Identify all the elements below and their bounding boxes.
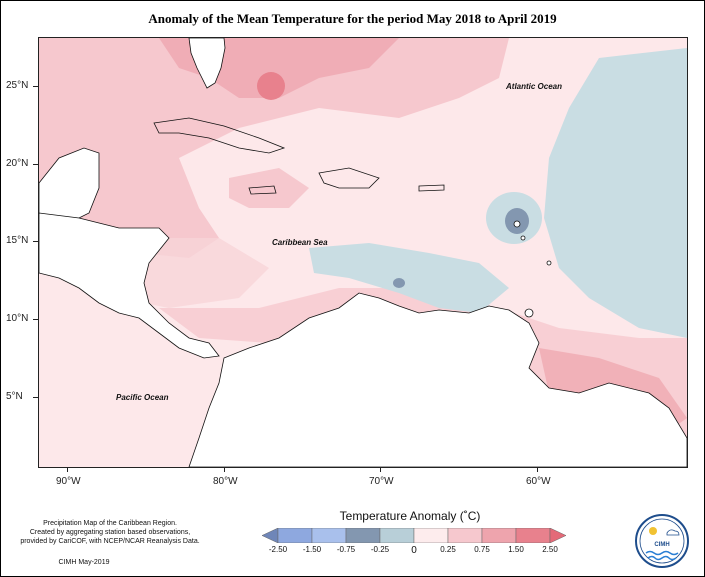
anomaly-north-pink: [39, 38, 509, 238]
legend-tick: -0.75: [336, 545, 356, 554]
land-cuba: [153, 117, 286, 154]
legend-title: Temperature Anomaly (˚C): [339, 509, 481, 523]
x-tick-label: 80°W: [213, 476, 238, 487]
anomaly-map: [39, 38, 687, 467]
x-tickmark-60: [537, 467, 538, 472]
y-tickmark-25: [33, 86, 38, 87]
land-florida: [188, 38, 226, 89]
legend-swatch-9: [549, 528, 566, 543]
y-tickmark-5: [33, 397, 38, 398]
anomaly-caribbean-blue: [309, 243, 509, 313]
legend-tick: -2.50: [268, 545, 288, 554]
x-tickmark-80: [224, 467, 225, 472]
legend-tick: 1.50: [508, 545, 524, 554]
label-caribbean-sea: Caribbean Sea: [272, 238, 328, 247]
y-tickmark-15: [33, 241, 38, 242]
y-tick-label: 25°N: [6, 80, 29, 91]
legend-swatch-2: [311, 528, 347, 543]
y-tick-label: 20°N: [6, 158, 29, 169]
footer-credits: Precipitation Map of the Caribbean Regio…: [10, 519, 210, 546]
footer-line-2: Created by aggregating station based obs…: [29, 529, 191, 536]
legend-swatch-1: [277, 528, 313, 543]
anomaly-hotspot-bahamas: [257, 72, 285, 100]
land-barbados: [546, 260, 552, 266]
legend-swatch-0: [262, 528, 279, 543]
land-south-america: [188, 292, 687, 467]
y-tick-label: 5°N: [6, 391, 23, 402]
anomaly-atlantic-blue: [544, 48, 687, 338]
legend-tick: 0: [411, 545, 417, 556]
y-tickmark-20: [33, 164, 38, 165]
label-atlantic-ocean: Atlantic Ocean: [506, 82, 563, 91]
x-tick-label: 70°W: [369, 476, 394, 487]
legend-tick: 0.75: [474, 545, 490, 554]
x-tickmark-70: [380, 467, 381, 472]
legend-swatch-8: [515, 528, 551, 543]
legend-tick: 2.50: [542, 545, 558, 554]
coastlines: [39, 38, 687, 467]
land-trinidad: [524, 308, 534, 318]
legend-tick: -0.25: [370, 545, 390, 554]
cimh-logo-icon: CIMH: [635, 514, 689, 568]
x-tick-label: 60°W: [526, 476, 551, 487]
legend-colorbar: [262, 528, 566, 543]
legend-swatch-7: [481, 528, 517, 543]
map-panel: [38, 37, 688, 468]
footer-date: CIMH May-2019: [58, 559, 110, 566]
footer-line-3: provided by CariCOF, with NCEP/NCAR Rean…: [20, 538, 200, 545]
legend-swatch-6: [447, 528, 483, 543]
land-guadeloupe: [513, 220, 521, 228]
land-puerto-rico: [418, 184, 445, 192]
footer-line-1: Precipitation Map of the Caribbean Regio…: [43, 520, 177, 527]
legend-tick: -1.50: [302, 545, 322, 554]
legend-swatch-3: [345, 528, 381, 543]
y-tick-label: 10°N: [6, 313, 29, 324]
x-tick-label: 90°W: [56, 476, 81, 487]
y-tick-label: 15°N: [6, 235, 29, 246]
x-tickmark-90: [67, 467, 68, 472]
map-title: Anomaly of the Mean Temperature for the …: [148, 11, 557, 26]
land-jamaica: [248, 185, 277, 195]
anomaly-venezuela-dark: [393, 278, 405, 288]
legend-tick: 0.25: [440, 545, 456, 554]
anomaly-central-pink: [229, 168, 309, 208]
legend-swatch-5: [413, 528, 449, 543]
land-martinique: [520, 235, 526, 241]
anomaly-west-pink: [39, 98, 219, 258]
label-pacific-ocean: Pacific Ocean: [116, 393, 169, 402]
logo-text: CIMH: [654, 542, 669, 548]
legend-swatch-4: [379, 528, 415, 543]
y-tickmark-10: [33, 319, 38, 320]
land-central-america: [39, 212, 220, 359]
legend-tick-labels: -2.50 -1.50 -0.75 -0.25 0 0.25 0.75 1.50…: [262, 545, 566, 557]
land-hispaniola: [318, 167, 380, 189]
